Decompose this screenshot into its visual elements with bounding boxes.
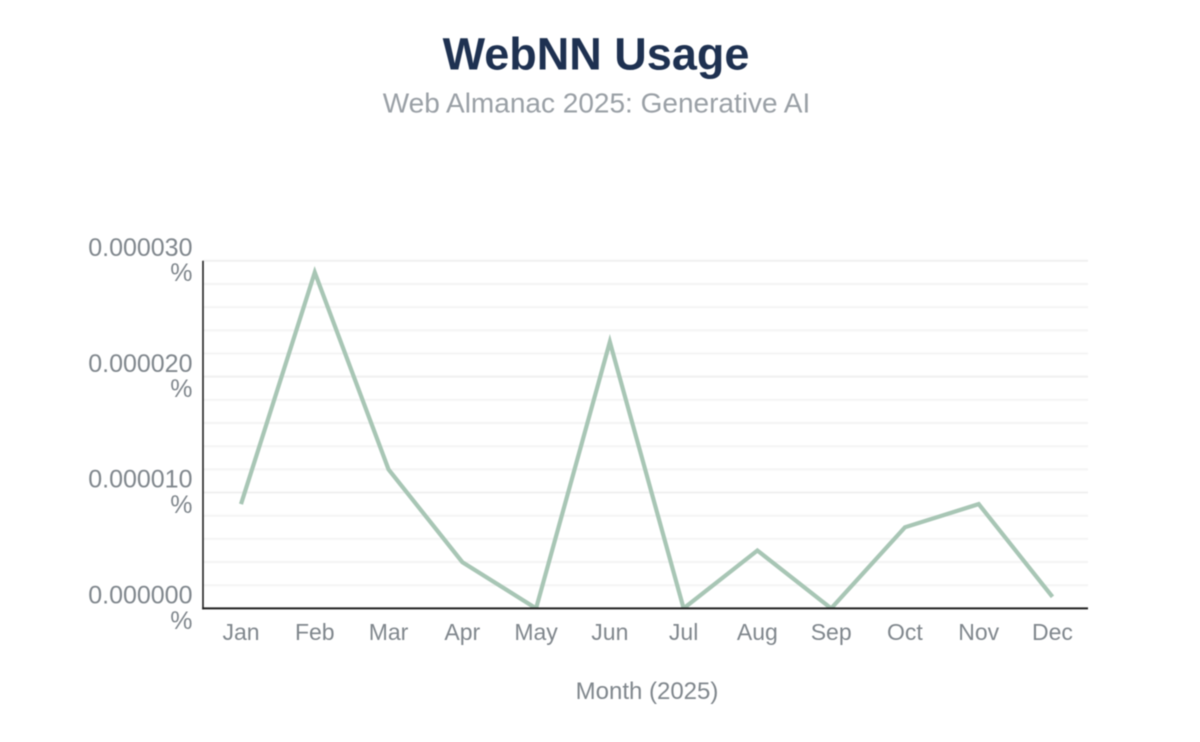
svg-text:Aug: Aug — [737, 619, 778, 645]
svg-text:0.000020: 0.000020 — [88, 350, 192, 378]
svg-text:WebNN Usage: WebNN Usage — [443, 29, 750, 80]
svg-text:Oct: Oct — [887, 619, 923, 645]
svg-text:Jul: Jul — [669, 619, 698, 645]
svg-text:%: % — [170, 607, 192, 635]
svg-text:Feb: Feb — [295, 619, 335, 645]
svg-text:May: May — [514, 619, 558, 645]
svg-text:Jan: Jan — [222, 619, 259, 645]
svg-text:%: % — [170, 259, 192, 287]
svg-text:Dec: Dec — [1032, 619, 1073, 645]
svg-text:0.000030: 0.000030 — [88, 234, 192, 262]
svg-text:Month (2025): Month (2025) — [576, 678, 719, 705]
svg-text:Sep: Sep — [811, 619, 852, 645]
svg-text:Web Almanac 2025: Generative A: Web Almanac 2025: Generative AI — [383, 88, 811, 119]
svg-text:Mar: Mar — [369, 619, 409, 645]
svg-text:0.000010: 0.000010 — [88, 466, 192, 494]
svg-text:Nov: Nov — [958, 619, 999, 645]
svg-text:Apr: Apr — [444, 619, 480, 645]
svg-text:%: % — [170, 491, 192, 519]
svg-text:0.000000: 0.000000 — [88, 582, 192, 610]
svg-text:%: % — [170, 375, 192, 403]
svg-text:Jun: Jun — [591, 619, 628, 645]
